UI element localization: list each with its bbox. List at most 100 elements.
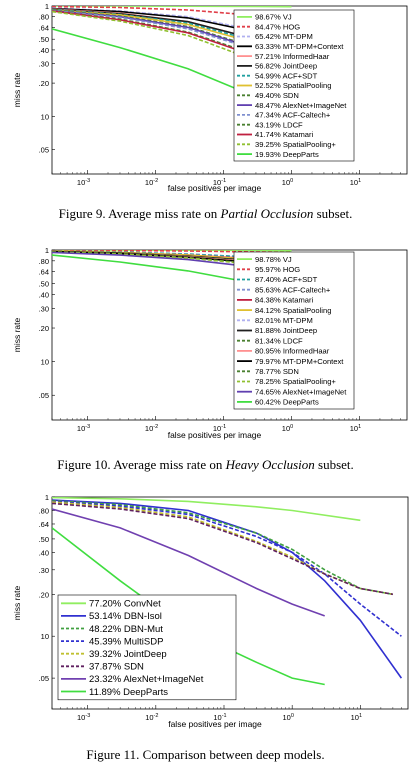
y-tick-label: .30: [39, 60, 49, 69]
caption-emph: Partial Occlusion: [220, 206, 314, 221]
x-tick-label: 101: [350, 424, 361, 433]
series-line: [52, 250, 292, 252]
caption-suffix: subset.: [314, 457, 354, 472]
legend-item: 45.39% MultiSDP: [89, 636, 163, 647]
y-tick-label: .40: [39, 290, 49, 299]
legend-item: 49.40% SDN: [255, 91, 299, 100]
y-tick-label: 1: [45, 246, 49, 255]
legend-item: 39.25% SpatialPooling+: [255, 140, 336, 149]
legend-item: 77.20% ConvNet: [89, 599, 161, 610]
y-tick-label: .80: [39, 257, 49, 266]
legend-item: 98.67% VJ: [255, 13, 292, 22]
y-axis-label: miss rate: [12, 585, 22, 620]
figure-9: 1 .80.64 .50 .40 .30 .20 10 .05 10-3 10-2 10-1 100 1…: [0, 0, 411, 225]
legend-box: [57, 594, 237, 701]
x-tick-label: 10-3: [77, 713, 90, 722]
y-axis-label: miss rate: [12, 72, 22, 107]
legend-item: 11.89% DeepParts: [89, 687, 168, 698]
legend-item: 82.01% MT-DPM: [255, 316, 313, 325]
legend-item: 48.47% AlexNet+ImageNet: [255, 101, 347, 110]
legend-item: 53.14% DBN-Isol: [89, 611, 162, 622]
x-tick-label: 101: [350, 178, 361, 187]
figure-11: 1 .80 .64 .50 .40 .30 .20 10 .05 10-3 10-2 10-1 100 1…: [0, 491, 411, 767]
x-tick-label: 10-2: [145, 424, 158, 433]
series-line: [52, 497, 361, 522]
y-tick-label: 10: [41, 358, 49, 367]
legend-item: 47.34% ACF-Caltech+: [255, 111, 331, 120]
figure-10: 1 .80 .64 .50.40 .30 .20 10 .05 10-3 10-2 10-1 100 1…: [0, 244, 411, 474]
legend-item: 56.82% JointDeep: [255, 62, 317, 71]
legend-box: [233, 9, 355, 162]
y-tick-label: .20: [39, 79, 49, 88]
y-tick-label: 10: [41, 632, 49, 641]
x-tick-label: 10-1: [213, 178, 226, 187]
legend-item: 87.40% ACF+SDT: [255, 275, 318, 284]
series-line: [52, 508, 325, 617]
legend-item: 37.87% SDN: [89, 662, 144, 673]
y-tick-label: .50: [39, 535, 49, 544]
x-axis-label: false positives per image: [168, 430, 262, 440]
legend-item: 65.42% MT-DPM: [255, 32, 313, 41]
x-axis-label: false positives per image: [168, 183, 262, 193]
figure-11-caption: Figure 11. Comparison between deep model…: [0, 747, 411, 763]
legend-item: 41.74% Katamari: [255, 130, 314, 139]
y-tick-label: .05: [39, 146, 49, 155]
legend-item: 57.21% InformedHaar: [255, 52, 330, 61]
x-tick-label: 100: [282, 424, 293, 433]
legend-item: 48.22% DBN-Mut: [89, 624, 163, 635]
x-tick-label: 10-1: [213, 713, 226, 722]
y-tick-label: 10: [41, 112, 49, 121]
legend-item: 52.52% SpatialPooling: [255, 81, 331, 90]
series-group: [52, 497, 403, 686]
chart-9: 1 .80.64 .50 .40 .30 .20 10 .05 10-3 10-2 10-1 100 1…: [12, 2, 408, 193]
legend-item: 60.42% DeepParts: [255, 398, 319, 407]
y-tick-label: .64: [39, 520, 49, 529]
y-tick-label: .20: [39, 590, 49, 599]
x-tick-label: 100: [282, 178, 293, 187]
y-tick-label: .50: [39, 35, 49, 44]
y-tick-label: .40: [39, 548, 49, 557]
figure-9-caption: Figure 9. Average miss rate on Partial O…: [0, 206, 411, 222]
x-tick-label: 101: [351, 713, 362, 722]
caption-emph: Heavy Occlusion: [225, 457, 315, 472]
legend-item: 85.63% ACF-Caltech+: [255, 285, 331, 294]
x-tick-label: 10-3: [77, 424, 90, 433]
series-line: [52, 502, 394, 596]
legend-item: 74.65% AlexNet+ImageNet: [255, 387, 347, 396]
legend-item: 84.38% Katamari: [255, 296, 314, 305]
legend-box: [233, 251, 355, 410]
y-axis-label: miss rate: [12, 317, 22, 352]
series-line: [52, 6, 292, 8]
caption-suffix: subset.: [313, 206, 353, 221]
y-tick-label: 1: [45, 2, 49, 11]
caption-prefix: Figure 11. Comparison between deep model…: [86, 747, 325, 762]
y-tick-label: .80: [39, 13, 49, 22]
y-tick-label: .30: [39, 304, 49, 313]
chart-10: 1 .80 .64 .50.40 .30 .20 10 .05 10-3 10-2 10-1 100 1…: [12, 246, 408, 440]
legend-item: 43.19% LDCF: [255, 120, 303, 129]
legend-item: 78.25% SpatialPooling+: [255, 377, 336, 386]
chart-11: 1 .80 .64 .50 .40 .30 .20 10 .05 10-3 10-2 10-1 100 1…: [12, 493, 409, 729]
legend-item: 80.95% InformedHaar: [255, 347, 330, 356]
y-tick-label: .40: [39, 46, 49, 55]
legend-item: 54.99% ACF+SDT: [255, 71, 318, 80]
legend-item: 95.97% HOG: [255, 265, 300, 274]
figure-10-caption: Figure 10. Average miss rate on Heavy Oc…: [0, 457, 411, 473]
x-tick-label: 100: [282, 713, 293, 722]
y-tick-label: .05: [39, 674, 49, 683]
y-tick-label: .20: [39, 324, 49, 333]
y-tick-label: .05: [39, 391, 49, 400]
legend-item: 19.93% DeepParts: [255, 150, 319, 159]
series-line: [52, 500, 402, 637]
legend-item: 81.88% JointDeep: [255, 326, 317, 335]
y-tick-label: .30: [39, 566, 49, 575]
y-tick-label: .50: [39, 280, 49, 289]
legend-item: 79.97% MT-DPM+Context: [255, 357, 344, 366]
legend-item: 23.32% AlexNet+ImageNet: [89, 674, 204, 685]
legend-item: 84.12% SpatialPooling: [255, 306, 331, 315]
series-line: [52, 250, 292, 254]
legend-item: 39.32% JointDeep: [89, 649, 167, 660]
x-tick-label: 10-2: [145, 178, 158, 187]
